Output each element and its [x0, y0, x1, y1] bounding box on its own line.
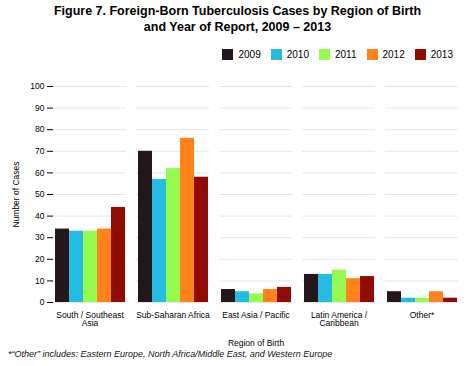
svg-text:60: 60 — [35, 168, 45, 178]
svg-text:East Asia / Pacific: East Asia / Pacific — [222, 310, 290, 320]
html-text:2010: 2010 — [286, 49, 309, 61]
html-text:Figure 7. Foreign-Born Tubercu: Figure 7. Foreign-Born Tuberculosis Case… — [53, 4, 422, 34]
svg-text:Sub-Saharan Africa: Sub-Saharan Africa — [136, 310, 210, 320]
svg-text:0: 0 — [40, 297, 45, 307]
svg-text:Other*: Other* — [410, 310, 435, 320]
html-text:2012: 2012 — [382, 49, 405, 61]
svg-text:90: 90 — [35, 103, 45, 113]
svg-text:Latin America /Caribbean: Latin America /Caribbean — [311, 310, 368, 329]
svg-text:Region of Birth: Region of Birth — [228, 338, 284, 348]
html-text:2009: 2009 — [238, 49, 261, 61]
svg-text:Number of Cases: Number of Cases — [11, 162, 21, 228]
svg-text:40: 40 — [35, 211, 45, 221]
svg-text:100: 100 — [30, 81, 44, 91]
svg-text:80: 80 — [35, 125, 45, 135]
html-text:2013: 2013 — [430, 49, 453, 61]
svg-text:10: 10 — [35, 276, 45, 286]
html-text:*“Other” includes: Eastern Eur: *“Other” includes: Eastern Europe, North… — [8, 349, 333, 360]
svg-text:30: 30 — [35, 233, 45, 243]
svg-text:South / SoutheastAsia: South / SoutheastAsia — [56, 310, 124, 329]
html-text:2011: 2011 — [335, 49, 357, 61]
svg-text:20: 20 — [35, 254, 45, 264]
svg-text:50: 50 — [35, 189, 45, 199]
svg-text:70: 70 — [35, 146, 45, 156]
